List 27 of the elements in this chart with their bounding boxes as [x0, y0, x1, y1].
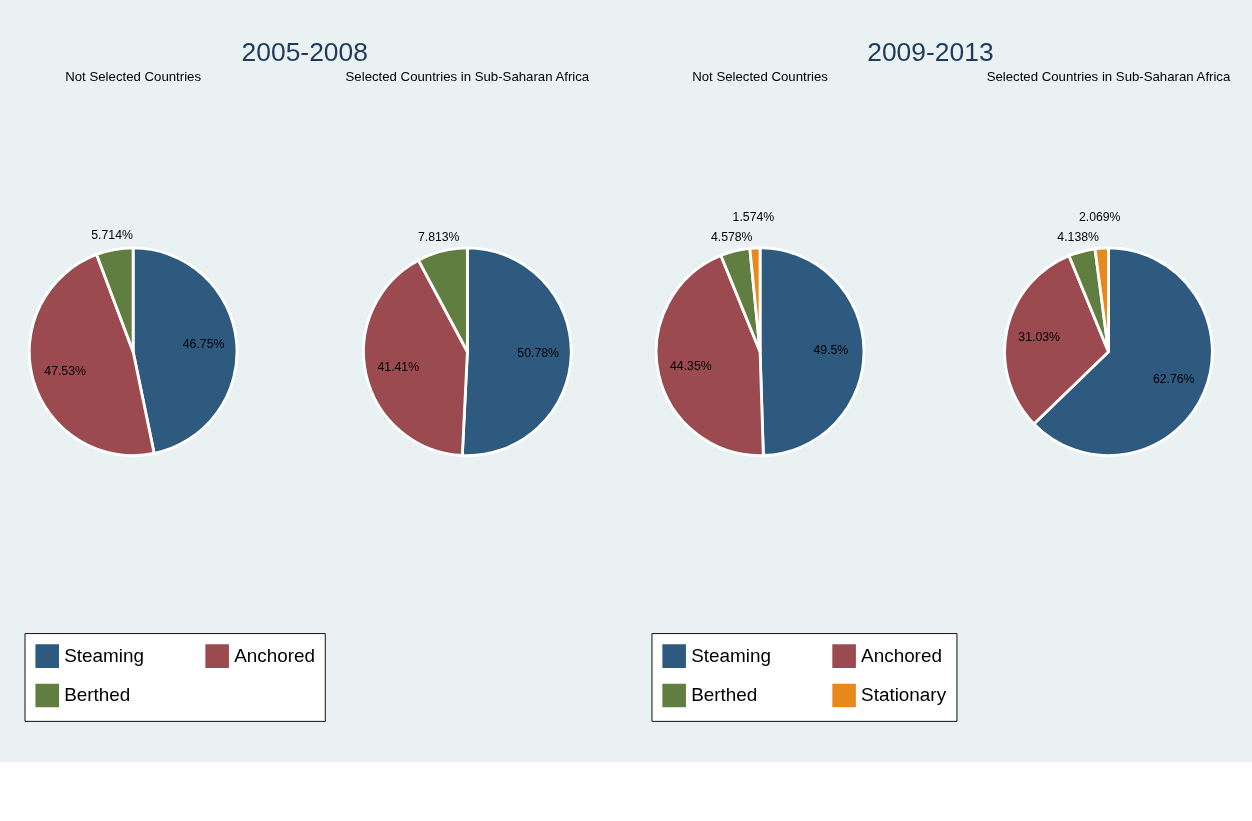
data-label: 44.35% — [670, 359, 712, 374]
data-label: 31.03% — [1018, 330, 1061, 345]
legend-label: Steaming — [691, 644, 771, 666]
data-label: 41.41% — [377, 360, 420, 375]
data-label: 49.5% — [813, 343, 849, 358]
data-label: 62.76% — [1152, 372, 1195, 387]
data-label: 2.069% — [1078, 209, 1121, 224]
legend-label: Berthed — [64, 684, 131, 706]
data-label: 4.578% — [710, 229, 753, 244]
legend-label: Stationary — [861, 684, 947, 706]
chart-title: 2009-2013 — [867, 36, 994, 67]
data-label: 46.75% — [182, 337, 225, 352]
legend-label: Berthed — [691, 684, 758, 706]
data-label: 47.53% — [44, 364, 86, 379]
data-label: 4.138% — [1057, 230, 1100, 245]
legend-label: Anchored — [861, 644, 942, 666]
data-label: 5.714% — [91, 228, 133, 243]
slice-label: Not Selected Countries — [65, 68, 202, 84]
legend-label: Steaming — [64, 644, 144, 666]
data-label: 50.78% — [517, 346, 560, 361]
slice-label: Selected Countries in Sub-Saharan Africa — [986, 68, 1231, 84]
data-label: 7.813% — [417, 230, 460, 245]
chart-title: 2005-2008 — [241, 36, 368, 67]
data-label: 1.574% — [732, 209, 775, 224]
legend-label: Anchored — [234, 644, 315, 666]
slice-label: Selected Countries in Sub-Saharan Africa — [345, 68, 590, 84]
slice-label: Not Selected Countries — [692, 68, 829, 84]
